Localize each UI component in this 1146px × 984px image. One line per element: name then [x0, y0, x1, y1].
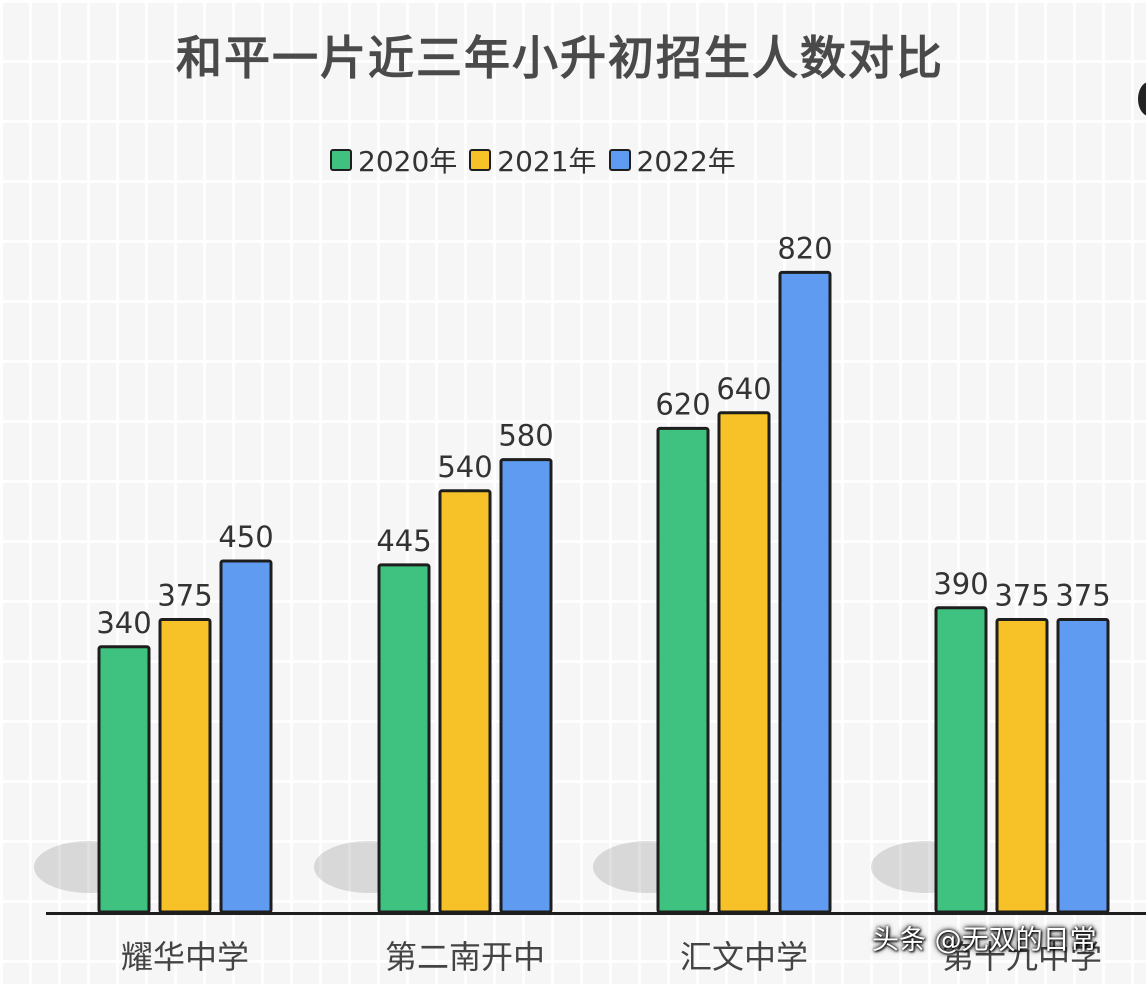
bar-2-3 — [1056, 618, 1110, 914]
bar-0-0 — [97, 645, 151, 914]
bar-1-2 — [717, 411, 771, 914]
x-tick-label-1: 第二南开中 — [385, 938, 545, 976]
data-label-0-3: 390 — [933, 567, 988, 601]
legend-item-2021: 2021年 — [469, 140, 597, 180]
data-label-1-2: 640 — [716, 372, 771, 406]
data-label-2-3: 375 — [1055, 579, 1110, 613]
data-label-0-1: 445 — [376, 524, 431, 558]
data-label-2-2: 820 — [777, 231, 832, 265]
bar-1-1 — [438, 489, 492, 914]
legend-item-2020: 2020年 — [330, 140, 457, 180]
legend-swatch-2020 — [330, 149, 352, 171]
bar-1-0 — [158, 618, 212, 914]
legend-item-2022: 2022年 — [608, 140, 736, 180]
chart-title: 和平一片近三年小升初招生人数对比 — [176, 31, 944, 85]
bar-1-3 — [995, 618, 1049, 914]
data-label-1-0: 375 — [157, 579, 212, 613]
data-label-1-3: 375 — [994, 579, 1049, 613]
bar-0-1 — [377, 563, 431, 914]
legend-swatch-2022 — [608, 149, 631, 171]
legend-label-2022: 2022年 — [636, 145, 736, 178]
data-label-2-1: 580 — [498, 419, 553, 453]
legend-label-2020: 2020年 — [358, 145, 458, 178]
legend-label-2021: 2021年 — [497, 145, 597, 178]
x-tick-label-2: 汇文中学 — [680, 938, 808, 976]
edge-logo-fragment — [1138, 82, 1146, 116]
bar-0-2 — [656, 426, 710, 914]
x-tick-label-0: 耀华中学 — [121, 938, 249, 976]
watermark: 头条 @无双的日常 — [872, 925, 1097, 956]
x-tick-label-3: 第十九中学 — [942, 938, 1102, 976]
data-label-0-2: 620 — [655, 387, 710, 421]
bar-2-2 — [778, 270, 832, 914]
bar-2-0 — [219, 559, 273, 914]
legend-swatch-2021 — [469, 149, 492, 171]
legend: 2020年 2021年 2022年 — [330, 138, 736, 182]
bar-2-1 — [499, 458, 553, 914]
data-label-0-0: 340 — [96, 606, 151, 640]
data-label-1-1: 540 — [437, 450, 492, 484]
bar-0-3 — [934, 606, 988, 914]
data-label-2-0: 450 — [218, 520, 273, 554]
